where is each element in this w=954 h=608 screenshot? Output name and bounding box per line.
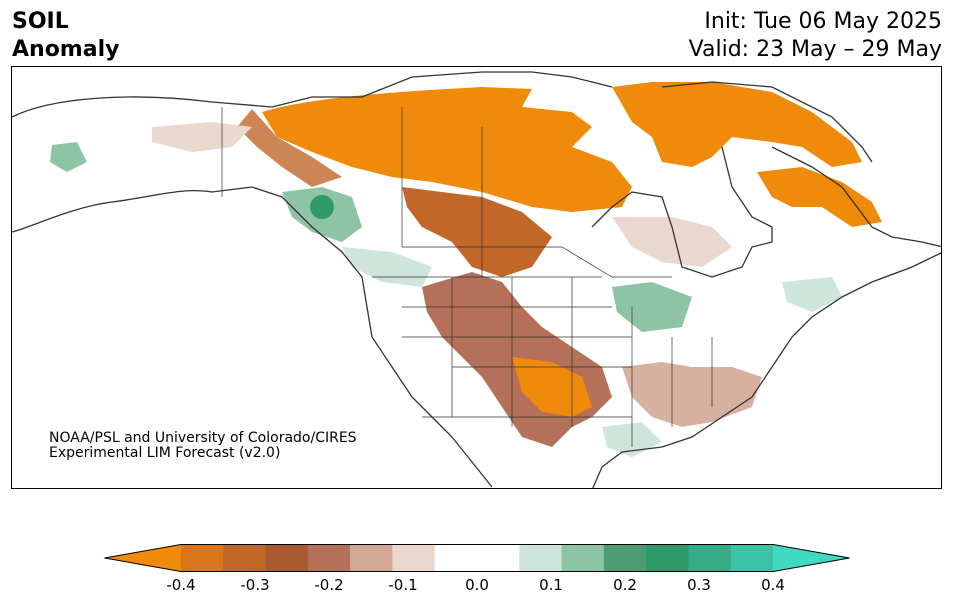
wet-region-northeast: [782, 277, 842, 312]
colorbar-segment: [223, 544, 267, 572]
wet-region-great-lakes: [612, 282, 692, 332]
colorbar-tick-label: -0.1: [388, 576, 418, 594]
colorbar-segment: [561, 544, 605, 572]
dry-light-west: [152, 122, 252, 152]
colorbar-tick-label: 0.4: [761, 576, 785, 594]
colorbar-segment: [181, 544, 224, 572]
dry-region-north-canada: [262, 87, 632, 212]
anomaly-map: [12, 71, 941, 488]
colorbar-ticks: -0.4 -0.3 -0.2 -0.1 0.0 0.1 0.2 0.3 0.4: [0, 576, 954, 596]
colorbar-tick-label: 0.2: [613, 576, 637, 594]
colorbar-segment: [307, 544, 351, 572]
title-line-1: SOIL: [12, 9, 69, 34]
init-date: Init: Tue 06 May 2025: [704, 9, 942, 34]
dry-region-southeast: [622, 362, 762, 427]
colorbar-tick-label: -0.4: [166, 576, 196, 594]
wet-region-alaska: [50, 142, 87, 172]
credit-line-2: Experimental LIM Forecast (v2.0): [49, 445, 281, 461]
colorbar-tick-label: -0.2: [314, 576, 344, 594]
colorbar-segment: [477, 544, 520, 572]
dry-anomaly-layer: [152, 82, 882, 447]
dry-region-north-canada-edge: [237, 109, 342, 187]
title-line-2: Anomaly: [12, 37, 120, 62]
colorbar-segment: [350, 544, 393, 572]
colorbar: [104, 544, 850, 572]
colorbar-tick-label: 0.1: [539, 576, 563, 594]
colorbar-tick-label: 0.3: [687, 576, 711, 594]
dry-region-labrador: [757, 167, 882, 227]
colorbar-segment: [603, 544, 647, 572]
colorbar-segment: [434, 544, 478, 572]
coastlines: [12, 71, 941, 488]
colorbar-segment: [688, 544, 732, 572]
wet-region-pacific-nw: [342, 247, 432, 287]
colorbar-segment: [519, 544, 563, 572]
colorbar-segments: [104, 544, 850, 572]
forecast-dates: Init: Tue 06 May 2025 Valid: 23 May – 29…: [689, 8, 942, 64]
map-panel: [11, 66, 942, 489]
dry-light-east: [612, 217, 732, 267]
map-title: SOIL Anomaly: [12, 8, 119, 64]
colorbar-outline: [104, 544, 850, 572]
colorbar-tick-label: 0.0: [465, 576, 489, 594]
colorbar-tick-label: -0.3: [240, 576, 270, 594]
colorbar-extend-max: [773, 544, 850, 572]
colorbar-segment: [730, 544, 774, 572]
wet-core-bc: [310, 195, 334, 219]
credit-text: NOAA/PSL and University of Colorado/CIRE…: [49, 431, 357, 461]
valid-range: Valid: 23 May – 29 May: [688, 37, 942, 62]
colorbar-segment: [646, 544, 689, 572]
colorbar-segment: [392, 544, 436, 572]
dry-region-greenland: [612, 82, 862, 167]
colorbar-segment: [265, 544, 309, 572]
credit-line-1: NOAA/PSL and University of Colorado/CIRE…: [49, 430, 357, 446]
colorbar-extend-min: [104, 544, 181, 572]
dry-region-prairies: [402, 187, 552, 277]
borders: [221, 107, 713, 447]
